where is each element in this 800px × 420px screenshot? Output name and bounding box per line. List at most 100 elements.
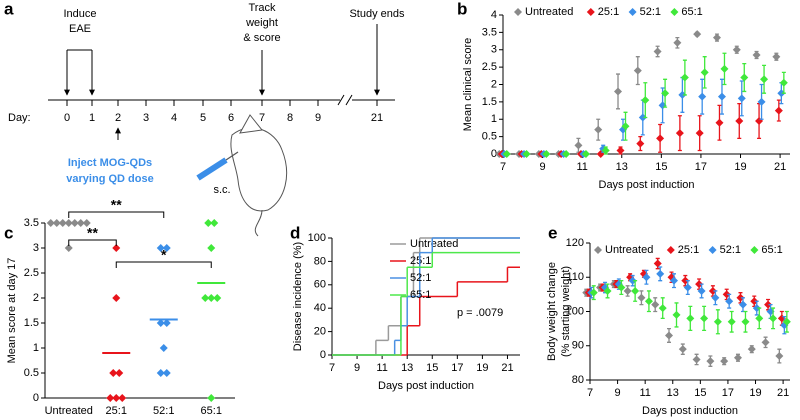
y-tick-label: 1 — [491, 113, 497, 125]
y-tick-label: 2 — [33, 292, 39, 304]
data-point — [106, 394, 115, 402]
x-tick-label: 17 — [451, 362, 463, 374]
data-point — [112, 294, 121, 302]
day-number: 8 — [287, 112, 293, 124]
data-point — [747, 345, 756, 354]
data-point — [562, 150, 571, 158]
data-point — [64, 219, 73, 227]
data-point — [737, 94, 746, 103]
x-tick-label: 9 — [354, 362, 360, 374]
legend-label: 65:1 — [410, 289, 431, 301]
data-point — [617, 283, 626, 292]
data-point — [673, 38, 682, 47]
x-tick-label: 21 — [774, 161, 786, 173]
data-point — [616, 146, 625, 155]
data-point — [665, 331, 674, 340]
data-point — [715, 118, 724, 127]
data-point — [720, 64, 729, 73]
significance-label: ** — [111, 197, 122, 213]
y-tick-label: 110 — [566, 271, 584, 283]
significance-bracket — [68, 239, 117, 246]
day-number: 4 — [171, 112, 177, 124]
data-point — [52, 219, 61, 227]
data-point — [693, 30, 702, 39]
data-point — [614, 87, 623, 96]
data-point — [201, 294, 210, 302]
data-point — [733, 353, 742, 362]
x-tick-label: 19 — [476, 362, 488, 374]
mouse-tail — [254, 209, 263, 237]
y-tick-label: 4 — [491, 9, 497, 21]
x-tick-label: 11 — [376, 362, 387, 374]
y-tick-label: 80 — [572, 374, 584, 386]
data-point — [636, 139, 645, 148]
x-tick-label: 7 — [587, 387, 593, 399]
y-tick-label: 3.5 — [482, 26, 497, 38]
y-tick-label: 100 — [308, 232, 326, 244]
panel-label: a — [4, 0, 14, 18]
x-tick-label: 9 — [540, 161, 546, 173]
data-point — [697, 286, 706, 295]
panel-label: c — [4, 223, 13, 242]
data-point — [686, 314, 695, 323]
data-point — [207, 244, 216, 252]
legend-marker — [666, 246, 675, 254]
day-number: 1 — [89, 112, 95, 124]
legend-marker — [750, 246, 759, 254]
data-point — [738, 300, 747, 309]
data-point — [162, 369, 171, 377]
data-point — [712, 33, 721, 42]
data-point — [661, 89, 670, 98]
data-point — [725, 297, 734, 306]
induce-label: EAE — [69, 23, 91, 35]
x-tick-label: 7 — [329, 362, 335, 374]
data-point — [653, 47, 662, 56]
y-tick-label: 90 — [572, 340, 584, 352]
track-label: Track — [248, 2, 276, 14]
data-point — [711, 293, 720, 302]
y-tick-label: 2 — [491, 78, 497, 90]
x-tick-label: 21 — [501, 362, 513, 374]
y-tick-label: 1 — [33, 342, 39, 354]
legend-label: Untreated — [525, 6, 573, 18]
y-tick-label: 2.5 — [24, 267, 39, 279]
data-point — [774, 106, 783, 115]
x-tick-label: 13 — [667, 387, 679, 399]
y-tick-label: 0 — [320, 349, 326, 361]
data-point — [720, 357, 729, 366]
y-tick-label: 60 — [314, 279, 326, 291]
data-point — [502, 150, 511, 158]
data-point — [651, 300, 660, 309]
track-label: weight — [245, 17, 278, 29]
data-point — [757, 97, 766, 106]
legend-label: 25:1 — [410, 255, 431, 267]
significance-bracket — [115, 261, 212, 268]
legend-marker — [670, 8, 679, 16]
syringe — [196, 157, 228, 181]
inject-label: varying QD dose — [66, 173, 153, 185]
y-tick-label: 20 — [314, 326, 326, 338]
x-tick-label: 13 — [616, 161, 628, 173]
legend-marker — [708, 246, 717, 254]
data-point — [210, 219, 219, 227]
data-point — [109, 369, 118, 377]
track-label: & score — [243, 32, 280, 44]
y-axis-label: Body weight change — [546, 262, 558, 361]
data-point — [522, 150, 531, 158]
data-point — [581, 150, 590, 158]
data-point — [637, 293, 646, 302]
data-point — [700, 68, 709, 77]
day-number: 2 — [115, 112, 121, 124]
legend-label: 52:1 — [410, 272, 431, 284]
day-number: 5 — [200, 112, 206, 124]
y-tick-label: 0.5 — [482, 131, 497, 143]
data-point — [741, 317, 750, 326]
x-tick-label: 17 — [695, 161, 707, 173]
y-tick-label: 3 — [33, 242, 39, 254]
data-point — [115, 369, 124, 377]
data-point — [761, 338, 770, 347]
data-point — [755, 314, 764, 323]
x-tick-label: 19 — [749, 387, 761, 399]
significance-label: ** — [87, 225, 98, 241]
day-number: 21 — [371, 112, 383, 124]
